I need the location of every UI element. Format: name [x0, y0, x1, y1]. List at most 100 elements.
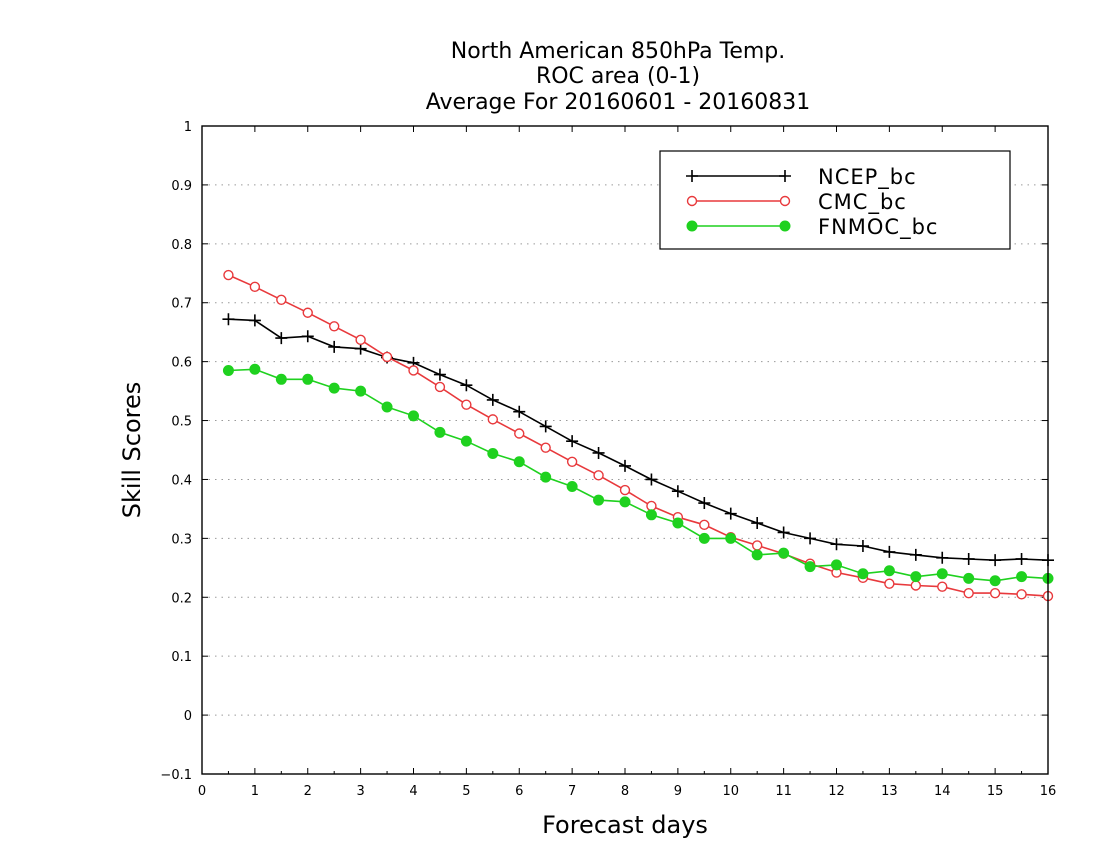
x-tick-label: 1	[251, 784, 259, 799]
data-point-fnmoc-bc	[857, 568, 869, 580]
data-point-cmc-bc	[514, 428, 525, 439]
data-point-ncep-bc	[989, 554, 1002, 567]
data-point-fnmoc-bc	[408, 410, 419, 422]
data-point-fnmoc-bc	[989, 575, 1001, 587]
data-point-ncep-bc	[460, 379, 473, 392]
x-tick-label: 5	[462, 784, 470, 799]
data-point-cmc-bc	[566, 456, 578, 467]
x-tick-label: 15	[987, 784, 1004, 799]
legend-item-ncep-bc: NCEP_bc	[686, 165, 917, 190]
y-tick-label: 0.5	[171, 415, 192, 430]
data-point-cmc-bc	[751, 540, 763, 551]
data-point-fnmoc-bc	[460, 435, 472, 447]
grid-lines	[202, 184, 1048, 716]
data-point-fnmoc-bc	[778, 547, 790, 559]
data-point-cmc-bc	[910, 580, 922, 591]
data-point-cmc-bc	[434, 381, 446, 393]
data-point-fnmoc-bc	[328, 382, 340, 394]
legend-label-ncep-bc: NCEP_bc	[818, 165, 917, 190]
data-point-cmc-bc	[408, 365, 419, 376]
series-ncep-bc	[222, 313, 1054, 567]
data-point-fnmoc-bc	[275, 373, 287, 385]
data-point-ncep-bc	[248, 314, 261, 327]
data-point-ncep-bc	[592, 446, 605, 459]
legend-marker-ncep-bc	[686, 170, 698, 182]
data-point-cmc-bc	[884, 578, 895, 589]
x-tick-label: 11	[775, 784, 792, 799]
data-point-ncep-bc	[804, 532, 817, 545]
legend-marker-fnmoc-bc	[686, 220, 698, 232]
plot-area-frame	[201, 125, 1049, 775]
data-point-ncep-bc	[909, 548, 922, 561]
data-point-cmc-bc	[355, 334, 366, 346]
series-layer	[222, 269, 1054, 602]
y-tick-label: 0.6	[171, 356, 192, 371]
data-point-ncep-bc	[962, 552, 975, 565]
data-point-ncep-bc	[856, 540, 869, 553]
data-point-cmc-bc	[381, 351, 393, 363]
data-point-fnmoc-bc	[487, 448, 499, 460]
data-point-cmc-bc	[646, 500, 657, 512]
data-point-fnmoc-bc	[434, 426, 446, 438]
data-point-fnmoc-bc	[910, 571, 922, 583]
legend-item-fnmoc-bc: FNMOC_bc	[686, 215, 937, 240]
data-point-cmc-bc	[989, 587, 1001, 599]
data-point-ncep-bc	[486, 393, 499, 406]
data-point-fnmoc-bc	[381, 401, 393, 413]
data-point-ncep-bc	[433, 368, 446, 381]
data-point-fnmoc-bc	[936, 568, 948, 580]
data-point-ncep-bc	[698, 497, 711, 510]
y-tick-label: 0	[184, 709, 192, 724]
data-point-cmc-bc	[302, 307, 313, 318]
data-point-ncep-bc	[724, 507, 737, 520]
data-point-fnmoc-bc	[302, 373, 314, 385]
data-point-ncep-bc	[619, 459, 631, 472]
data-point-fnmoc-bc	[698, 532, 710, 544]
data-point-fnmoc-bc	[645, 509, 657, 521]
series-fnmoc-bc	[222, 363, 1054, 587]
data-point-fnmoc-bc	[1016, 571, 1028, 583]
data-point-cmc-bc	[540, 442, 551, 453]
x-tick-label: 9	[674, 784, 682, 799]
chart-title-line-1: North American 850hPa Temp.	[451, 39, 786, 64]
y-tick-label: 0.1	[171, 650, 192, 665]
y-tick-label: 0.9	[171, 179, 192, 194]
legend-marker-ncep-bc	[779, 170, 791, 182]
series-line-cmc-bc	[228, 274, 1049, 597]
axis-ticks: −0.100.10.20.30.40.50.60.70.80.910 1 2 3 4 5 6…	[160, 120, 1056, 799]
data-point-ncep-bc	[328, 340, 341, 353]
data-point-cmc-bc	[619, 484, 631, 496]
y-tick-label: 0.7	[171, 297, 192, 312]
data-point-cmc-bc	[328, 321, 340, 332]
data-point-fnmoc-bc	[883, 565, 895, 577]
x-tick-label: 12	[828, 784, 845, 799]
legend-label-cmc-bc: CMC_bc	[818, 190, 907, 215]
legend-marker-fnmoc-bc	[779, 220, 791, 232]
data-point-fnmoc-bc	[751, 549, 763, 561]
chart-title: North American 850hPa Temp. ROC area (0-…	[426, 39, 811, 115]
legend-marker-cmc-bc	[779, 195, 791, 207]
x-tick-label: 6	[515, 784, 523, 799]
x-tick-label: 8	[621, 784, 629, 799]
data-point-ncep-bc	[671, 485, 684, 498]
x-tick-label: 7	[568, 784, 576, 799]
legend-item-cmc-bc: CMC_bc	[686, 190, 907, 215]
data-point-cmc-bc	[461, 399, 472, 410]
x-tick-label: 2	[304, 784, 312, 799]
data-point-fnmoc-bc	[249, 363, 261, 375]
y-tick-label: −0.1	[160, 768, 192, 783]
data-point-fnmoc-bc	[619, 496, 631, 508]
data-point-ncep-bc	[566, 435, 579, 448]
chart-title-line-3: Average For 20160601 - 20160831	[426, 90, 811, 115]
data-point-fnmoc-bc	[513, 456, 525, 468]
series-cmc-bc	[223, 269, 1054, 602]
data-point-ncep-bc	[936, 551, 949, 564]
data-point-ncep-bc	[539, 420, 552, 433]
x-tick-label: 0	[198, 784, 206, 799]
data-point-cmc-bc	[223, 269, 234, 281]
data-point-fnmoc-bc	[540, 471, 552, 483]
legend-box	[659, 150, 1011, 250]
